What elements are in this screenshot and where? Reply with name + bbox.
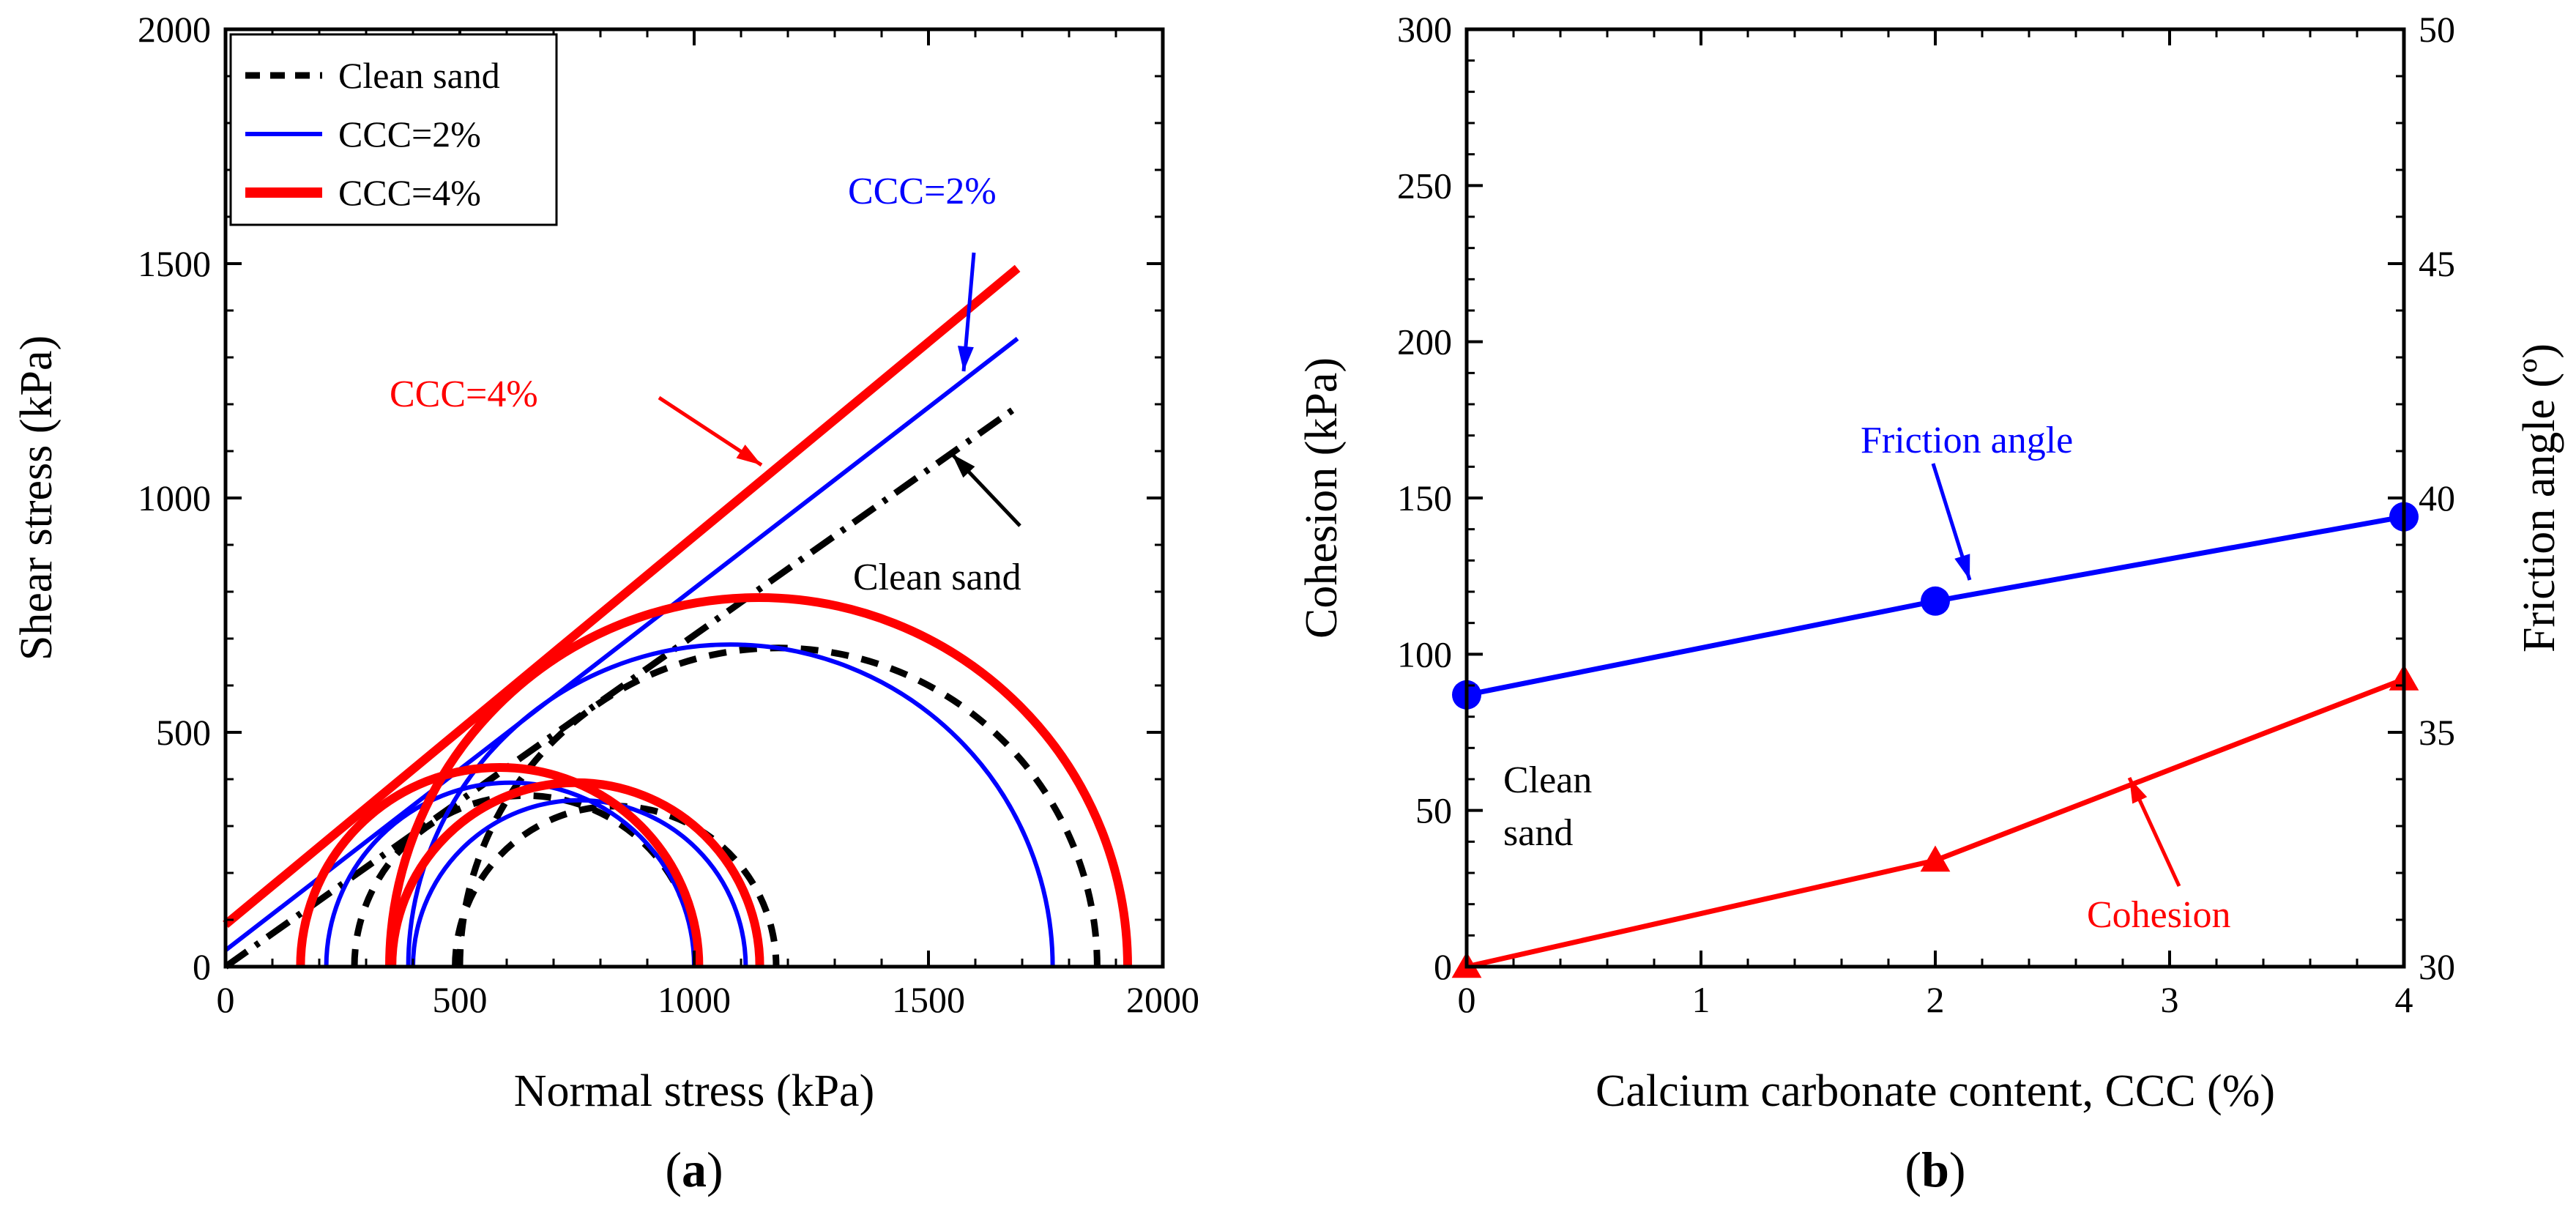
y-tick-label: 300 [1397,9,1452,50]
y2-tick-label: 45 [2419,243,2455,284]
x-tick-label: 500 [433,979,488,1020]
legend-label-clean-sand: Clean sand [338,55,500,96]
arrow-cohesion [2127,776,2181,888]
y-axis-title-right: Friction angle (º) [2514,343,2564,653]
annotation-arrows [1931,463,2181,888]
failure-envelope-2 [223,264,1021,929]
annotation-ccc-2: CCC=2% [848,171,997,212]
cohesion-point-1 [1920,845,1951,872]
y2-tick-label: 40 [2419,477,2455,518]
x-tick-label: 4 [2395,979,2413,1020]
panel-label-b: (b) [1905,1142,1965,1197]
mohr-circle-2-1 [296,763,704,967]
mohr-circle-1-1 [324,780,696,967]
x-axis-title: Calcium carbonate content, CCC (%) [1596,1066,2275,1116]
legend-label-ccc-2: CCC=2% [338,114,481,155]
mohr-circle-chart: 0 500 1000 1500 2000 0 500 1000 1500 2000 Normal … [12,9,1199,1197]
annotation-sand: sand [1503,812,1573,854]
failure-envelope-0 [223,404,1020,970]
mohr-circle-1-0 [411,798,748,967]
annotation-clean: Clean [1503,759,1592,801]
x-tick-label: 0 [217,979,235,1020]
y-tick-label: 1000 [138,477,211,518]
x-tick-label: 2000 [1126,979,1199,1020]
annotation-cohesion: Cohesion [2087,894,2230,936]
failure-envelope-1 [224,337,1019,952]
y-tick-label: 250 [1397,165,1452,206]
annotation-ccc-4: CCC=4% [390,373,538,415]
arrow-ccc-2 [957,252,976,372]
strength-parameter-marks [1451,502,2419,978]
y2-tick-label: 50 [2419,9,2455,50]
x-tick-label: 2 [1927,979,1945,1020]
friction-angle-point-1 [1921,586,1950,616]
y-tick-label: 200 [1397,321,1452,363]
x-tick-label: 0 [1458,979,1476,1020]
y-tick-label: 150 [1397,477,1452,518]
y-axis-title: Shear stress (kPa) [12,335,62,661]
annotation-clean-sand: Clean sand [853,557,1021,598]
legend-label-ccc-4: CCC=4% [338,172,481,213]
annotation-arrows [658,252,1021,527]
y-axis-title-left: Cohesion (kPa) [1297,357,1347,639]
series-line-1 [1466,677,2405,970]
panel-label-a: (a) [665,1142,723,1197]
x-tick-label: 1000 [658,979,731,1020]
y-tick-label: 50 [1415,790,1452,831]
legend: Clean sand CCC=2% CCC=4% [229,33,558,226]
plot-frame [1464,27,2406,969]
arrow-friction-angle [1931,463,1972,581]
mohr-circle-0-1 [351,792,700,967]
y-tick-label: 2000 [138,9,211,50]
mohr-circle-2-2 [385,593,1132,967]
x-tick-label: 1500 [892,979,965,1020]
x-tick-label: 1 [1692,979,1710,1020]
y-tick-label: 500 [156,712,211,753]
y2-tick-label: 30 [2419,946,2455,987]
y-tick-label: 0 [1434,946,1452,987]
mohr-circle-1-2 [406,642,1055,967]
annotation-friction-angle: Friction angle [1861,420,2073,461]
y-tick-label: 1500 [138,243,211,284]
mohr-circle-marks [223,264,1132,970]
mohr-circle-0-0 [452,803,780,967]
axis-ticks: 0 500 1000 1500 2000 0 500 1000 1500 2000 [138,9,1199,1020]
arrow-ccc-4 [658,395,763,467]
x-axis-title: Normal stress (kPa) [514,1066,874,1116]
arrow-clean-sand [950,453,1021,527]
y2-tick-label: 35 [2419,712,2455,753]
x-tick-label: 3 [2161,979,2179,1020]
y-tick-label: 100 [1397,633,1452,674]
y-tick-label: 0 [193,946,211,987]
